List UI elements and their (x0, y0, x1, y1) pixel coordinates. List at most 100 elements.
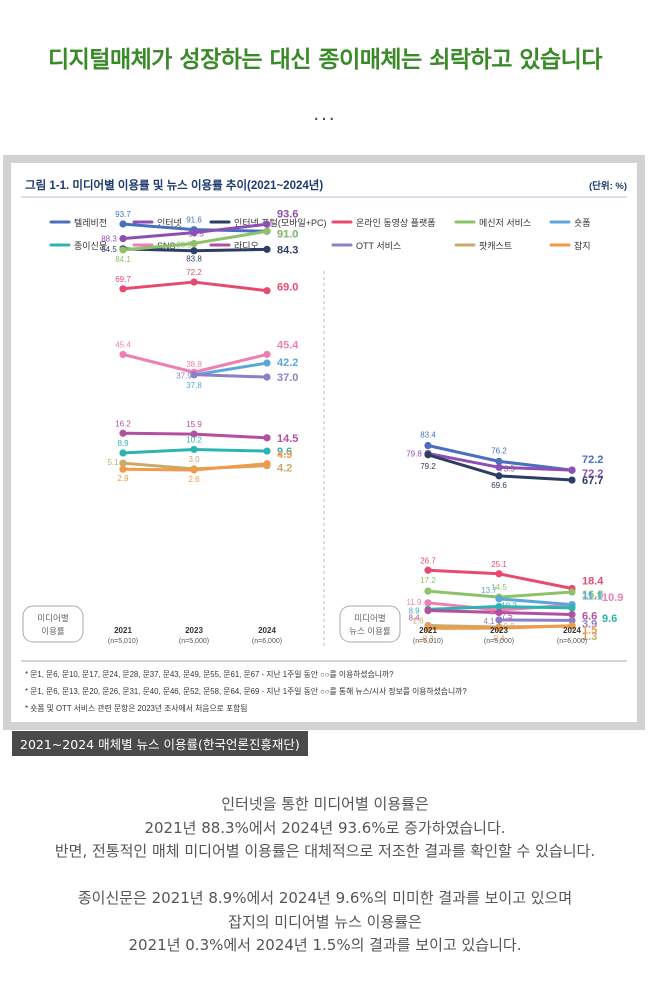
panel-label-box (339, 605, 401, 643)
data-label: 83.8 (186, 255, 202, 264)
data-point-media-ott (190, 371, 198, 379)
data-label: 76.2 (491, 446, 507, 455)
data-label-end: 91.0 (277, 228, 298, 240)
data-point-news-ott (568, 616, 576, 625)
data-label-end: 1.5 (582, 625, 597, 637)
data-point-news-newspaper (495, 602, 503, 611)
data-label: 86.5 (176, 240, 192, 249)
data-point-media-sns (119, 350, 127, 359)
legend-label: 종이신문 (74, 241, 107, 251)
data-label-end: 37.0 (277, 372, 298, 384)
data-point-media-podcast (119, 459, 127, 467)
data-point-news-newspaper (568, 604, 576, 612)
data-label: 88.3 (101, 235, 117, 244)
data-point-media-messenger (119, 246, 127, 254)
paragraph-gap (0, 864, 650, 888)
data-label-end: 4.9 (277, 449, 292, 461)
chart-note: * 숏폼 및 OTT 서비스 관련 문항은 2023년 조사에서 처음으로 포함… (25, 703, 247, 713)
data-label: 37.8 (186, 381, 202, 390)
legend-label: 메신저 서비스 (479, 218, 531, 228)
data-point-news-portal (568, 476, 576, 484)
data-point-news-radio (568, 610, 576, 619)
data-label: 38.8 (186, 360, 202, 369)
data-point-media-portal (263, 245, 271, 253)
data-label: 84.5 (101, 245, 117, 254)
data-point-media-newspaper (263, 447, 271, 455)
data-label-end: 84.3 (277, 244, 298, 256)
data-label: 79.8 (406, 449, 422, 458)
series-line-news-shortform (498, 597, 573, 607)
data-label: 45.4 (115, 340, 131, 349)
chart-image-card: 그림 1-1. 미디어별 이용률 및 뉴스 이용률 추이(2021~2024년)… (3, 155, 645, 730)
data-label-end: 10.9 (602, 592, 623, 604)
data-point-media-internet (263, 220, 271, 228)
data-point-news-magazine (495, 624, 503, 632)
panel-label: 이용률 (41, 626, 65, 636)
data-label: 25.1 (491, 560, 507, 569)
data-point-media-radio (190, 430, 198, 438)
legend-label: 인터넷 (157, 218, 182, 228)
data-point-news-magazine (568, 622, 576, 630)
data-point-media-radio (263, 434, 271, 442)
data-label: 8.4 (408, 614, 420, 623)
legend-label: 잡지 (574, 240, 591, 251)
body-line: 2021년 88.3%에서 2024년 93.6%로 증가하였습니다. (144, 818, 506, 837)
data-label: 2.9 (117, 474, 129, 483)
x-tick-year: 2021 (419, 626, 437, 635)
x-tick-year: 2021 (114, 626, 132, 635)
panel-label-box (22, 605, 84, 643)
data-point-media-ott (263, 373, 271, 381)
data-label-end: 42.2 (277, 357, 298, 369)
data-label-end: 4.2 (277, 463, 292, 475)
data-label-end: 1.3 (582, 631, 597, 643)
data-point-news-video (424, 566, 432, 574)
body-line: 반면, 전통적인 매체 미디어별 이용률은 대체적으로 저조한 결과를 확인할 … (54, 842, 596, 860)
x-tick-n: (n=5,010) (108, 638, 138, 645)
ellipsis-more[interactable]: ... (313, 104, 337, 125)
series-line-media-shortform (193, 361, 268, 377)
x-tick-year: 2024 (563, 626, 581, 635)
data-point-news-video (495, 570, 503, 578)
data-label: 79.2 (420, 462, 436, 471)
data-point-news-tv (495, 457, 503, 465)
data-label: 90.5 (188, 230, 204, 239)
data-label: 14.5 (491, 583, 507, 592)
data-label-end: 45.4 (277, 339, 299, 351)
data-label-end: 9.6 (602, 613, 617, 625)
panel-label: 뉴스 이용률 (349, 626, 391, 636)
chart-note: * 문1, 문6, 문13, 문20, 문26, 문31, 문40, 문46, … (25, 686, 467, 696)
x-tick-n: (n=6,000) (252, 638, 282, 645)
data-label: 84.1 (115, 255, 131, 264)
body-line: 잡지의 미디어별 뉴스 이용률은 (228, 912, 422, 931)
legend-label: 숏폼 (574, 218, 591, 228)
data-label: 17.2 (420, 576, 436, 585)
panel-label: 미디어별 (37, 613, 68, 623)
data-point-news-radio (495, 608, 503, 617)
chart-note: * 문1, 문6, 문10, 문17, 문24, 문28, 문37, 문43, … (25, 669, 394, 679)
line-chart: 그림 1-1. 미디어별 이용률 및 뉴스 이용률 추이(2021~2024년)… (21, 178, 627, 713)
data-label-end: 72.2 (582, 454, 603, 466)
data-point-news-messenger (568, 588, 576, 596)
data-label: 72.2 (186, 268, 202, 277)
data-label: 13.7 (481, 586, 497, 595)
data-point-media-video (119, 285, 127, 293)
data-label-end: 11.1 (582, 591, 603, 603)
data-label-end: 72.2 (582, 468, 603, 480)
data-label: 8.6 (489, 608, 501, 617)
data-label-end: 91.0 (277, 228, 298, 240)
legend-label: OTT 서비스 (356, 241, 401, 251)
chart-panel: 그림 1-1. 미디어별 이용률 및 뉴스 이용률 추이(2021~2024년)… (11, 163, 637, 722)
data-label-end: 14.5 (277, 433, 298, 445)
x-tick-year: 2023 (185, 626, 203, 635)
legend-label: 팟캐스트 (479, 241, 512, 251)
panel-label: 미디어별 (354, 613, 385, 623)
data-label: 91.6 (186, 216, 202, 225)
data-point-media-newspaper (190, 445, 198, 454)
data-point-media-video (190, 278, 198, 286)
data-label: 26.7 (420, 556, 436, 565)
data-point-news-tv (424, 441, 432, 450)
data-label-end: 67.7 (582, 475, 603, 487)
data-label: 93.7 (115, 210, 131, 219)
data-label-end: 18.4 (582, 576, 604, 588)
data-point-media-internet (119, 234, 127, 243)
